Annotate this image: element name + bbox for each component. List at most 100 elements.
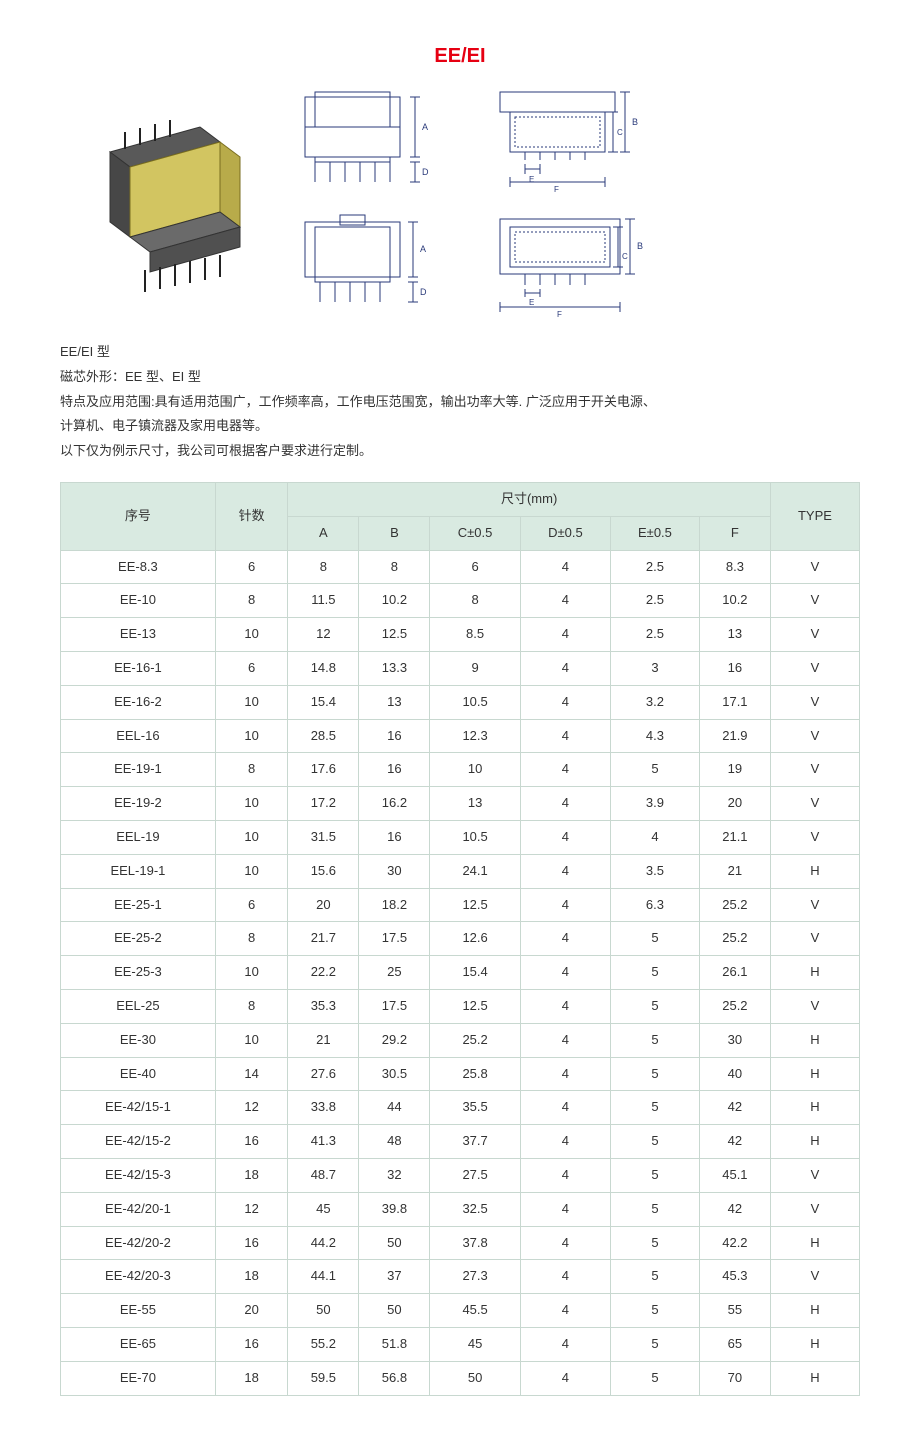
cell-A: 17.2 [288,787,359,821]
cell-type: V [770,1260,859,1294]
cell-pins: 12 [215,1091,288,1125]
cell-C: 10.5 [430,820,520,854]
cell-type: V [770,753,859,787]
cell-seq: EE-42/15-3 [61,1158,216,1192]
table-row: EE-42/20-31844.13727.34545.3V [61,1260,860,1294]
cell-type: H [770,1091,859,1125]
cell-F: 42 [699,1091,770,1125]
cell-pins: 10 [215,618,288,652]
cell-A: 28.5 [288,719,359,753]
description-block: EE/EI 型 磁芯外形：EE 型、EI 型 特点及应用范围:具有适用范围广，工… [60,342,860,462]
cell-A: 17.6 [288,753,359,787]
cell-seq: EEL-25 [61,989,216,1023]
table-row: EE-42/20-21644.25037.84542.2H [61,1226,860,1260]
svg-text:E: E [529,298,534,307]
col-F: F [699,516,770,550]
cell-D: 4 [520,651,610,685]
cell-B: 16.2 [359,787,430,821]
cell-F: 21.9 [699,719,770,753]
cell-D: 4 [520,1327,610,1361]
cell-F: 42 [699,1192,770,1226]
cell-A: 21.7 [288,922,359,956]
cell-C: 24.1 [430,854,520,888]
cell-C: 6 [430,550,520,584]
table-row: EEL-25835.317.512.54525.2V [61,989,860,1023]
cell-A: 22.2 [288,956,359,990]
cell-A: 15.4 [288,685,359,719]
cell-F: 42.2 [699,1226,770,1260]
cell-A: 35.3 [288,989,359,1023]
cell-C: 37.8 [430,1226,520,1260]
figures-section: A D [60,82,860,322]
cell-seq: EE-8.3 [61,550,216,584]
cell-C: 12.6 [430,922,520,956]
table-row: EE-8.3688642.58.3V [61,550,860,584]
cell-F: 30 [699,1023,770,1057]
cell-E: 3 [611,651,700,685]
table-row: EE-42/15-31848.73227.54545.1V [61,1158,860,1192]
cell-E: 3.5 [611,854,700,888]
cell-type: V [770,550,859,584]
desc-line-5: 以下仅为例示尺寸，我公司可根据客户要求进行定制。 [60,441,860,462]
cell-seq: EE-30 [61,1023,216,1057]
cell-pins: 16 [215,1226,288,1260]
col-pins: 针数 [215,482,288,550]
cell-seq: EE-10 [61,584,216,618]
col-type: TYPE [770,482,859,550]
cell-pins: 8 [215,584,288,618]
cell-type: V [770,1192,859,1226]
cell-A: 48.7 [288,1158,359,1192]
cell-E: 2.5 [611,618,700,652]
cell-E: 5 [611,1158,700,1192]
cell-A: 45 [288,1192,359,1226]
cell-C: 8 [430,584,520,618]
table-row: EEL-161028.51612.344.321.9V [61,719,860,753]
cell-pins: 18 [215,1361,288,1395]
table-row: EE-701859.556.8504570H [61,1361,860,1395]
cell-C: 27.3 [430,1260,520,1294]
cell-D: 4 [520,550,610,584]
cell-seq: EE-42/15-1 [61,1091,216,1125]
technical-drawings: A D [280,82,860,322]
cell-D: 4 [520,854,610,888]
cell-A: 27.6 [288,1057,359,1091]
cell-pins: 10 [215,956,288,990]
cell-E: 5 [611,1327,700,1361]
cell-E: 5 [611,1091,700,1125]
table-row: EE-25-31022.22515.44526.1H [61,956,860,990]
cell-D: 4 [520,787,610,821]
svg-text:B: B [632,117,638,127]
cell-F: 8.3 [699,550,770,584]
cell-A: 8 [288,550,359,584]
cell-D: 4 [520,1125,610,1159]
cell-type: V [770,1158,859,1192]
cell-type: V [770,685,859,719]
cell-C: 25.8 [430,1057,520,1091]
cell-pins: 10 [215,1023,288,1057]
col-C: C±0.5 [430,516,520,550]
cell-pins: 10 [215,854,288,888]
cell-A: 44.2 [288,1226,359,1260]
cell-type: V [770,888,859,922]
cell-F: 45.3 [699,1260,770,1294]
cell-B: 18.2 [359,888,430,922]
cell-C: 45.5 [430,1294,520,1328]
cell-E: 4 [611,820,700,854]
cell-E: 5 [611,753,700,787]
cell-C: 12.5 [430,989,520,1023]
cell-seq: EE-65 [61,1327,216,1361]
cell-C: 9 [430,651,520,685]
col-seq: 序号 [61,482,216,550]
svg-text:B: B [637,241,643,251]
cell-D: 4 [520,989,610,1023]
cell-pins: 18 [215,1158,288,1192]
cell-seq: EE-19-1 [61,753,216,787]
cell-C: 32.5 [430,1192,520,1226]
cell-F: 19 [699,753,770,787]
cell-C: 12.5 [430,888,520,922]
svg-text:C: C [622,252,628,261]
table-row: EE-16-21015.41310.543.217.1V [61,685,860,719]
col-E: E±0.5 [611,516,700,550]
cell-type: V [770,618,859,652]
cell-B: 32 [359,1158,430,1192]
